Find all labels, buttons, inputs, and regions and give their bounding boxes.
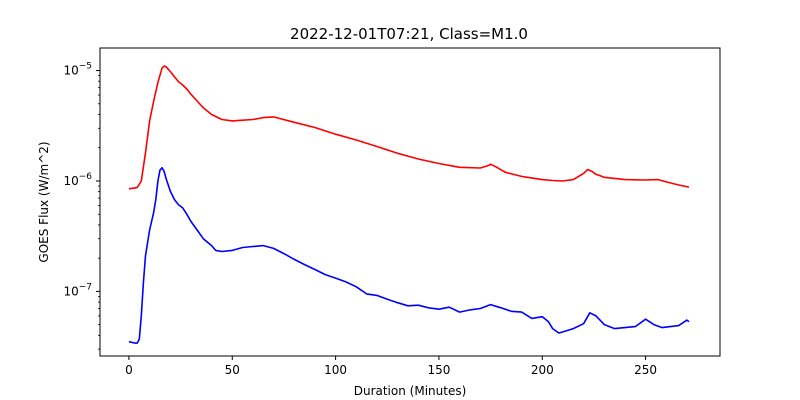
chart-title: 2022-12-01T07:21, Class=M1.0 <box>290 25 528 43</box>
x-axis-label: Duration (Minutes) <box>354 384 467 398</box>
series-layer <box>128 65 690 344</box>
series-line-1 <box>128 65 690 190</box>
x-axis-ticks: 0 50 100 150 200 250 <box>125 356 657 377</box>
series-line-2 <box>128 166 690 344</box>
y-tick-exponent: −5 <box>79 62 92 72</box>
y-tick-label: 10−7 <box>63 282 92 298</box>
y-tick-base: 10 <box>63 284 78 298</box>
y-tick-exponent: −6 <box>79 172 93 182</box>
x-tick-label: 250 <box>634 363 657 377</box>
x-tick-label: 150 <box>427 363 450 377</box>
x-tick-label: 200 <box>531 363 554 377</box>
y-tick-base: 10 <box>63 64 78 78</box>
x-tick-label: 50 <box>225 363 240 377</box>
y-tick-label: 10−6 <box>63 172 92 188</box>
y-tick-base: 10 <box>63 174 78 188</box>
y-tick-exponent: −7 <box>79 282 92 292</box>
y-tick-label: 10−5 <box>63 62 92 78</box>
plot-area-frame <box>99 47 721 357</box>
y-axis-ticks: 10−710−610−5 <box>63 62 100 350</box>
x-tick-label: 0 <box>125 363 133 377</box>
x-tick-label: 100 <box>324 363 347 377</box>
y-axis-label: GOES Flux (W/m^2) <box>37 141 51 262</box>
